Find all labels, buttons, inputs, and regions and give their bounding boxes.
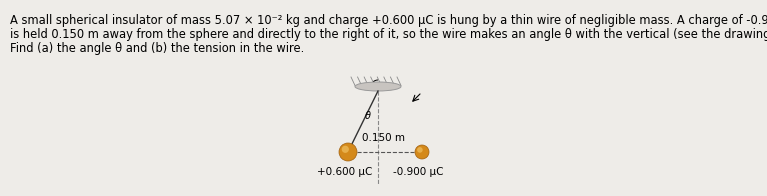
Text: $\theta$: $\theta$ bbox=[364, 109, 372, 121]
Text: Find (a) the angle θ and (b) the tension in the wire.: Find (a) the angle θ and (b) the tension… bbox=[10, 42, 304, 55]
Circle shape bbox=[417, 147, 423, 153]
Ellipse shape bbox=[355, 82, 401, 91]
Circle shape bbox=[415, 145, 429, 159]
Circle shape bbox=[339, 143, 357, 161]
Text: -0.900 μC: -0.900 μC bbox=[393, 167, 443, 177]
Text: 0.150 m: 0.150 m bbox=[361, 133, 404, 143]
Circle shape bbox=[342, 146, 349, 153]
Text: is held 0.150 m away from the sphere and directly to the right of it, so the wir: is held 0.150 m away from the sphere and… bbox=[10, 28, 767, 41]
Text: +0.600 μC: +0.600 μC bbox=[318, 167, 373, 177]
Text: A small spherical insulator of mass 5.07 × 10⁻² kg and charge +0.600 μC is hung : A small spherical insulator of mass 5.07… bbox=[10, 14, 767, 27]
